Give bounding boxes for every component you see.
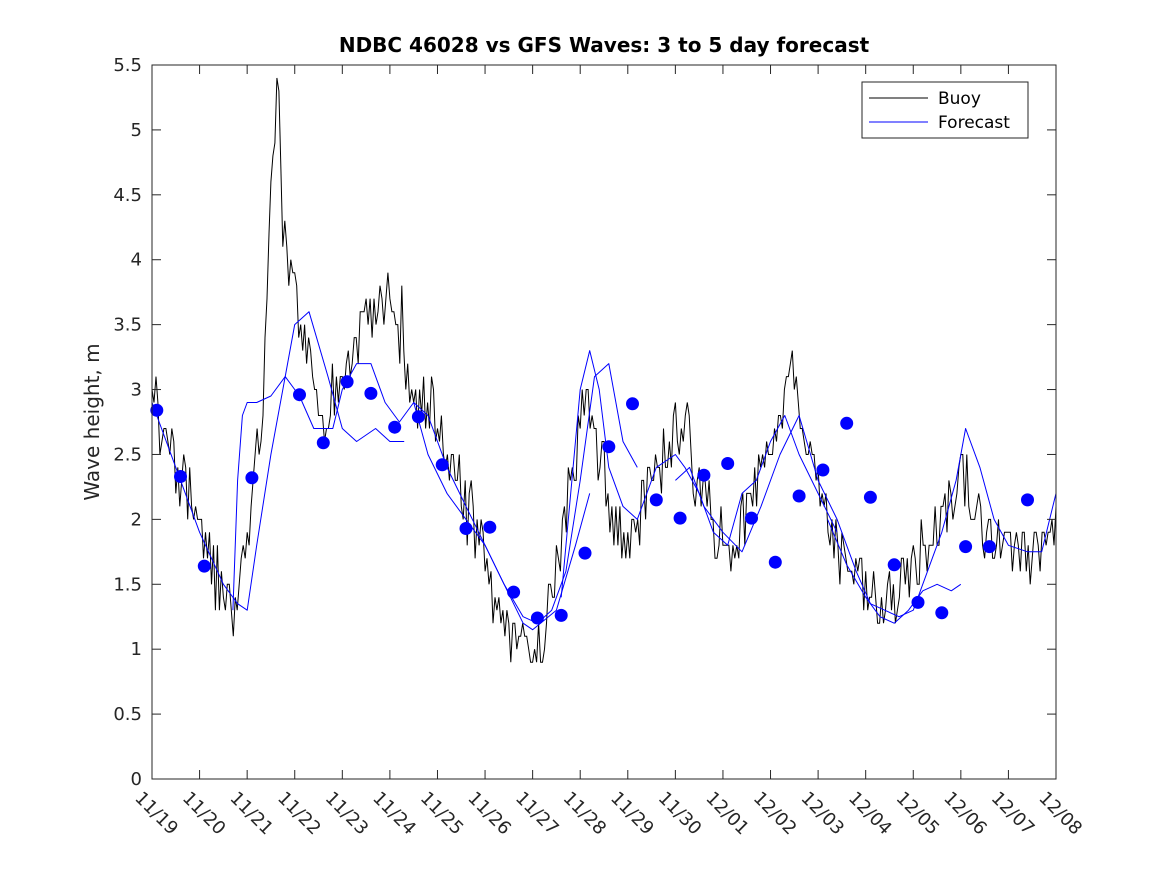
- forecast-marker: [293, 388, 306, 402]
- forecast-marker: [197, 559, 211, 573]
- forecast-marker: [768, 555, 782, 569]
- forecast-marker: [554, 608, 568, 622]
- forecast-marker: [792, 489, 806, 503]
- forecast-marker: [959, 540, 973, 554]
- series-layer: [150, 77, 1057, 663]
- forecast-marker: [935, 606, 949, 620]
- forecast-line-5: [675, 415, 1057, 618]
- forecast-marker: [649, 493, 663, 507]
- forecast-marker: [364, 386, 378, 400]
- forecast-marker: [721, 457, 735, 470]
- forecast-marker: [626, 397, 639, 411]
- legend-forecast-label: Forecast: [938, 113, 1010, 133]
- forecast-marker: [483, 520, 497, 534]
- forecast-marker: [388, 420, 402, 434]
- forecast-marker: [745, 511, 758, 525]
- y-tick-label: 1: [131, 639, 142, 660]
- y-tick-label: 2.5: [113, 444, 142, 465]
- legend-buoy-label: Buoy: [938, 89, 981, 109]
- forecast-marker: [316, 436, 330, 450]
- forecast-marker: [459, 522, 473, 535]
- forecast-marker: [697, 468, 711, 482]
- axes-box: [151, 64, 1057, 780]
- forecast-marker: [602, 440, 616, 454]
- legend: Buoy Forecast: [861, 81, 1029, 139]
- y-axis-label: Wave height, m: [80, 343, 104, 500]
- y-tick-label: 5.5: [113, 55, 142, 76]
- forecast-line-2: [232, 363, 591, 631]
- forecast-marker: [174, 470, 187, 483]
- y-tick-label: 4.5: [113, 185, 142, 206]
- forecast-marker: [245, 471, 259, 485]
- y-tick-label: 0: [131, 769, 142, 790]
- plot-area: [152, 65, 1056, 779]
- forecast-marker: [673, 511, 687, 525]
- forecast-marker: [863, 490, 877, 504]
- forecast-marker: [340, 375, 354, 389]
- forecast-marker: [887, 558, 901, 572]
- forecast-line-6: [827, 519, 962, 624]
- y-tick-label: 1.5: [113, 574, 142, 595]
- y-tick-label: 4: [131, 250, 142, 271]
- y-tick-label: 2: [131, 509, 142, 530]
- buoy-line: [151, 77, 1057, 663]
- forecast-marker: [911, 595, 925, 609]
- forecast-marker: [507, 585, 521, 599]
- forecast-marker: [982, 540, 996, 554]
- forecast-marker: [435, 458, 449, 472]
- y-tick-label: 0.5: [113, 704, 142, 725]
- y-tick-label: 5: [131, 120, 142, 141]
- forecast-marker: [530, 611, 544, 625]
- y-tick-label: 3.5: [113, 315, 142, 336]
- chart-title: NDBC 46028 vs GFS Waves: 3 to 5 day fore…: [339, 33, 870, 57]
- forecast-marker: [816, 463, 830, 477]
- legend-box: [861, 81, 1029, 139]
- forecast-marker: [150, 403, 164, 417]
- y-tick-label: 3: [131, 380, 142, 401]
- forecast-marker: [840, 416, 854, 430]
- forecast-marker: [411, 410, 425, 424]
- forecast-marker: [1021, 493, 1034, 507]
- forecast-line-4: [560, 350, 838, 598]
- forecast-marker: [578, 546, 592, 560]
